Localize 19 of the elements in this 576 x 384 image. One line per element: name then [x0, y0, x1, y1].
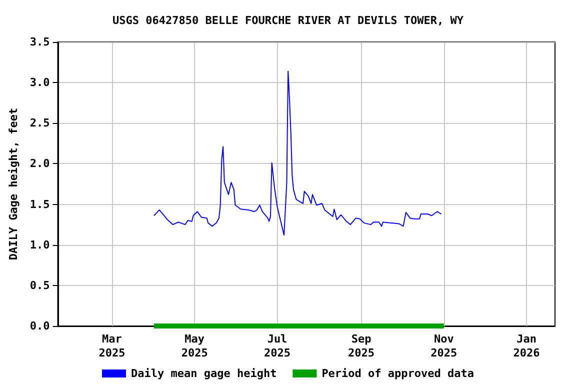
y-tick-label: 3.0 [30, 76, 50, 90]
x-tick-label: Jul 2025 [264, 332, 291, 360]
y-tick-label: 2.0 [30, 157, 50, 170]
y-tick-label: 1.5 [30, 198, 50, 211]
legend-label: Period of approved data [322, 367, 474, 380]
x-tick-label: Jan 2026 [513, 332, 540, 360]
legend-label: Daily mean gage height [130, 367, 277, 380]
line-series [153, 70, 442, 236]
y-axis-title: DAILY Gage height, feet [7, 108, 20, 260]
x-tick-label: Mar 2025 [98, 332, 126, 360]
y-tick-label: 1.0 [30, 238, 50, 252]
x-tick-label: Nov 2025 [430, 332, 458, 360]
y-tick-label: 0.0 [30, 320, 50, 332]
y-tick-label: 3.5 [30, 36, 50, 48]
y-tick-label: 0.5 [30, 278, 50, 292]
x-tick-label: Sep 2025 [348, 332, 375, 360]
y-tick-label: 2.5 [30, 116, 50, 130]
chart-title: USGS 06427850 BELLE FOURCHE RIVER AT DEVILS TOWER, WY [112, 14, 464, 27]
x-tick-label: May 2025 [181, 332, 208, 360]
